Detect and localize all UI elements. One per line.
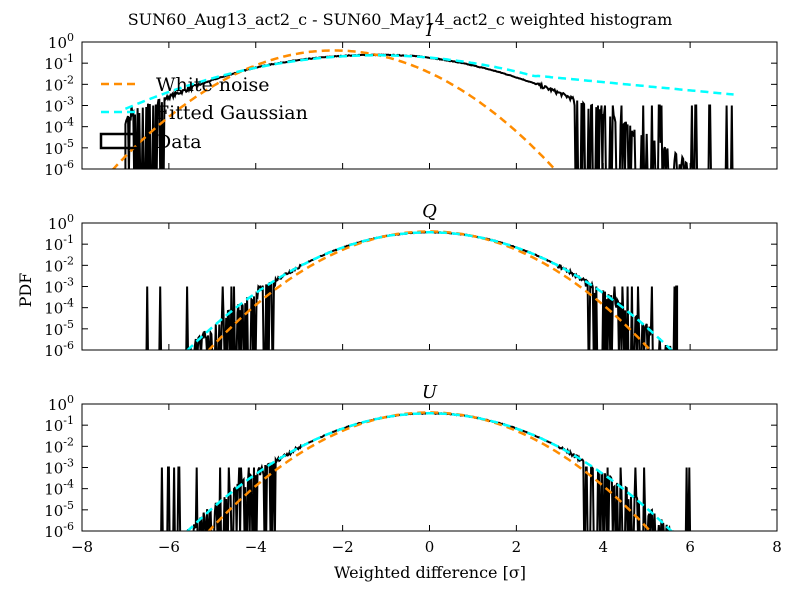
y-tick-label: 10-5 (44, 499, 74, 520)
x-tick-label: 8 (772, 538, 782, 556)
legend-swatch (99, 132, 141, 150)
y-tick-label: 10-4 (44, 116, 74, 137)
chart-title: SUN60_Aug13_act2_c - SUN60_May14_act2_c … (128, 10, 673, 29)
x-tick-label: 6 (685, 538, 695, 556)
y-tick-label: 10-6 (44, 520, 74, 541)
x-tick-label: 4 (598, 538, 608, 556)
y-tick-label: 10-1 (44, 414, 74, 435)
legend-entry-data: Data (99, 131, 202, 153)
x-tick-label: 0 (425, 538, 435, 556)
x-axis-label: Weighted difference [σ] (334, 563, 526, 582)
legend-label: Data (156, 131, 202, 153)
x-tick-label: −2 (332, 538, 354, 556)
fitted-gaussian-series-I (124, 54, 734, 110)
legend: White noise Fitted Gaussian Data (99, 74, 308, 153)
panel-title-Q: Q (422, 201, 437, 222)
y-tick-label: 10-5 (44, 137, 74, 158)
axes-frame (81, 403, 778, 532)
white-noise-series-U (207, 411, 652, 531)
y-tick-label: 100 (48, 31, 74, 52)
legend-entry-fitted-gaussian: Fitted Gaussian (101, 102, 308, 124)
y-tick-label: 10-3 (44, 457, 74, 478)
legend-label: Fitted Gaussian (156, 102, 308, 124)
x-tick-label: 2 (512, 538, 522, 556)
legend-label: White noise (156, 74, 270, 96)
plot-area (111, 49, 734, 169)
x-tick-label: −4 (245, 538, 267, 556)
y-tick-label: 10-6 (44, 339, 74, 360)
fitted-gaussian-series-U (185, 412, 674, 531)
plot-area (145, 230, 679, 350)
y-tick-label: 100 (48, 393, 74, 414)
panels: I10010-110-210-310-410-510-6Q10010-110-2… (44, 20, 782, 556)
y-tick-label: 10-2 (44, 435, 74, 456)
y-tick-label: 10-1 (44, 233, 74, 254)
plot-area (160, 411, 692, 531)
y-tick-label: 10-3 (44, 95, 74, 116)
y-tick-label: 10-5 (44, 318, 74, 339)
y-tick-label: 10-6 (44, 158, 74, 179)
panel-title-U: U (422, 382, 438, 403)
white-noise-series-Q (207, 230, 652, 350)
y-tick-label: 10-4 (44, 478, 74, 499)
legend-entry-white-noise: White noise (101, 74, 270, 96)
y-axis-label: PDF (16, 273, 35, 308)
y-tick-label: 10-2 (44, 254, 74, 275)
y-tick-label: 10-2 (44, 73, 74, 94)
y-tick-label: 100 (48, 212, 74, 233)
y-tick-label: 10-3 (44, 276, 74, 297)
white-noise-series-I (111, 49, 557, 169)
x-tick-label: −8 (71, 538, 93, 556)
panel-title-I: I (425, 20, 434, 41)
x-tick-label: −6 (158, 538, 180, 556)
y-tick-label: 10-1 (44, 52, 74, 73)
y-tick-label: 10-4 (44, 297, 74, 318)
fitted-gaussian-series-Q (185, 231, 674, 350)
